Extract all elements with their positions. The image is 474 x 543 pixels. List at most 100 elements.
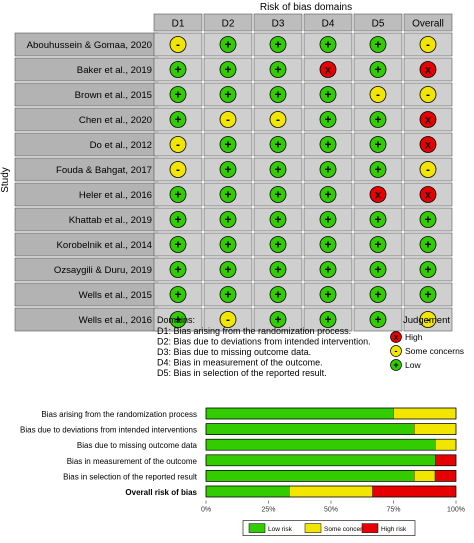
x-tick-label: 50%: [324, 507, 338, 514]
legend-some-label: Some concerns: [405, 346, 464, 356]
judgement-symbol: -: [226, 313, 230, 327]
judgement-symbol: +: [324, 213, 331, 227]
judgement-symbol: +: [174, 238, 181, 252]
judgement-symbol: +: [374, 238, 381, 252]
domains-legend-item: D4: Bias in measurement of the outcome.: [157, 358, 323, 368]
domains-legend-title: Domains:: [157, 315, 195, 325]
judgement-low-icon: [219, 186, 237, 203]
judgement-symbol: +: [324, 138, 331, 152]
domains-legend-item: D2: Bias due to deviations from intended…: [157, 337, 371, 347]
judgement-symbol: +: [174, 188, 181, 202]
judgement-symbol: +: [374, 288, 381, 302]
judgement-symbol: +: [324, 188, 331, 202]
bar-outline: [205, 470, 457, 482]
judgement-symbol: +: [374, 313, 381, 327]
judgement-symbol: +: [424, 263, 431, 277]
judgement-symbol: +: [274, 313, 281, 327]
judgement-symbol: +: [224, 288, 231, 302]
judgement-symbol: -: [176, 163, 180, 177]
category-label: Bias in measurement of the outcome: [67, 457, 198, 466]
judgement-symbol: -: [426, 88, 430, 102]
judgement-symbol: +: [324, 88, 331, 102]
domain-header-d3: [253, 13, 303, 32]
study-name: Baker et al., 2019: [77, 65, 152, 76]
judgement-low-icon: [169, 261, 187, 278]
domain-header-d2: [203, 13, 253, 32]
judgement-symbol: +: [324, 238, 331, 252]
bar-outline: [205, 485, 457, 498]
bar-segment-low: [205, 423, 415, 435]
bar-outline: [205, 407, 457, 420]
judgement-low-icon: [369, 61, 387, 78]
judgement-symbol: X: [325, 66, 331, 76]
bar-segment-high: [434, 470, 456, 482]
legend-label-high: High risk: [381, 526, 407, 533]
judgement-symbol: -: [426, 313, 430, 327]
judgement-low-icon: [169, 86, 187, 103]
judgement-low-icon: [319, 261, 337, 278]
domains-legend-item: D1: Bias arising from the randomization …: [157, 326, 351, 336]
legend-swatch-high: [361, 523, 379, 533]
judgement-some-icon: [219, 311, 237, 328]
judgement-low-icon: [269, 236, 287, 253]
domain-header-label: Overall: [412, 19, 444, 30]
study-name: Brown et al., 2015: [75, 90, 152, 101]
judgement-symbol: -: [226, 113, 230, 127]
judgement-some-icon: [369, 86, 387, 103]
judgement-low-icon: [319, 86, 337, 103]
judgement-symbol: -: [426, 163, 430, 177]
legend-high-icon: [390, 331, 402, 343]
judgement-symbol: +: [174, 288, 181, 302]
x-tick-label: 25%: [261, 507, 275, 514]
judgement-symbol: +: [174, 113, 181, 127]
judgement-symbol: -: [426, 38, 430, 52]
domain-header-label: D2: [222, 19, 235, 30]
judgement-symbol: +: [424, 213, 431, 227]
judgement-low-icon: [219, 211, 237, 228]
category-label: Bias due to missing outcome data: [77, 441, 198, 450]
judgement-low-icon: [169, 286, 187, 303]
judgement-some-icon: [219, 111, 237, 128]
study-name: Wells et al., 2016: [79, 315, 152, 326]
legend-label-some: Some concerns: [324, 526, 370, 533]
judgement-symbol: +: [224, 38, 231, 52]
judgement-symbol: X: [425, 191, 431, 201]
judgement-low-icon: [269, 136, 287, 153]
judgement-symbol: +: [274, 138, 281, 152]
judgement-symbol: +: [224, 163, 231, 177]
judgement-low-icon: [169, 61, 187, 78]
judgement-some-icon: [419, 36, 437, 53]
bar-segment-low: [205, 407, 394, 420]
legend-symbol: X: [394, 335, 399, 342]
x-tick-label: 75%: [386, 507, 400, 514]
judgement-low-icon: [269, 261, 287, 278]
judgement-symbol: +: [174, 63, 181, 77]
domain-header-overall: [403, 13, 453, 32]
judgement-symbol: +: [174, 213, 181, 227]
judgement-symbol: +: [274, 163, 281, 177]
judgement-high-icon: [419, 136, 437, 153]
judgement-low-icon: [219, 286, 237, 303]
study-name: Korobelnik et al., 2014: [57, 240, 153, 251]
judgement-symbol: +: [224, 188, 231, 202]
bar-segment-some: [435, 439, 457, 451]
domain-header-label: D3: [272, 19, 285, 30]
judgement-symbol: +: [424, 238, 431, 252]
judgement-low-icon: [269, 186, 287, 203]
domain-header-label: D1: [172, 19, 185, 30]
study-name: Fouda & Bahgat, 2017: [56, 165, 152, 176]
judgement-low-icon: [319, 36, 337, 53]
judgement-symbol: +: [224, 263, 231, 277]
study-name: Ozsaygili & Duru, 2019: [54, 265, 152, 276]
judgement-low-icon: [419, 236, 437, 253]
judgement-symbol: +: [174, 88, 181, 102]
bar-segment-some: [414, 423, 457, 435]
judgement-low-icon: [219, 261, 237, 278]
domain-header-label: D5: [372, 19, 385, 30]
judgement-symbol: -: [176, 38, 180, 52]
domain-header-d4: [303, 13, 353, 32]
legend-swatch-low: [248, 523, 266, 533]
judgement-low-icon: [269, 86, 287, 103]
judgement-some-icon: [169, 136, 187, 153]
judgement-symbol: -: [376, 88, 380, 102]
